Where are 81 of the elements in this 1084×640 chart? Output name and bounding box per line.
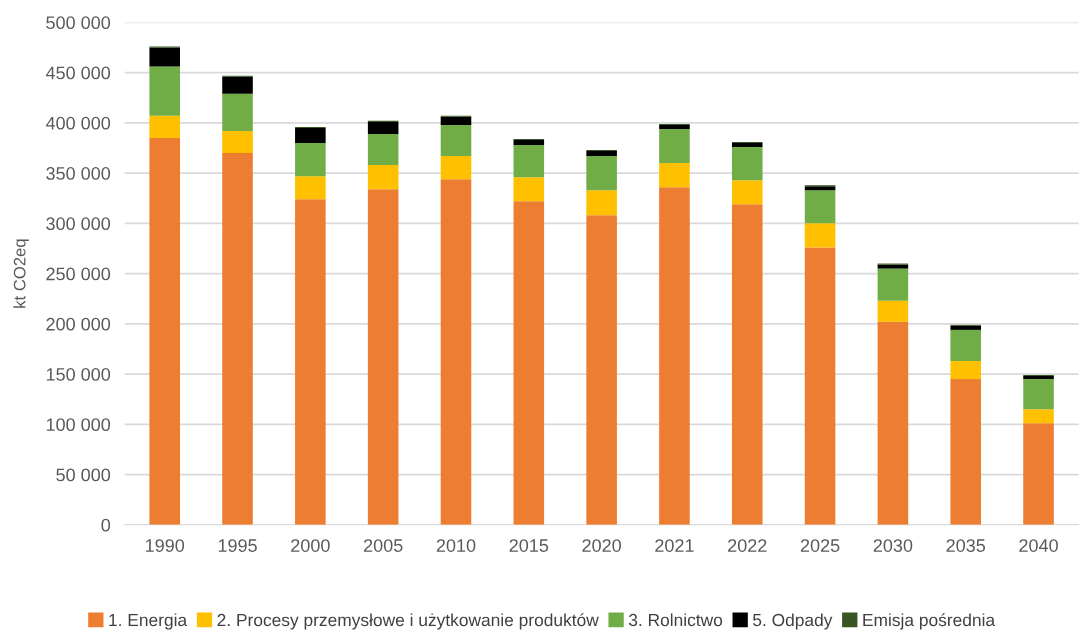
x-tick-label: 2010 bbox=[436, 539, 476, 552]
legend-label: 1. Energia bbox=[109, 613, 188, 630]
bar bbox=[367, 133, 399, 166]
bar bbox=[586, 190, 617, 216]
bar bbox=[731, 180, 763, 205]
y-tick-label: 350 000 bbox=[46, 167, 111, 180]
bar bbox=[731, 204, 763, 525]
bar bbox=[659, 163, 690, 188]
bar bbox=[440, 179, 472, 525]
x-tick-label: 1995 bbox=[218, 539, 257, 552]
bar bbox=[367, 165, 399, 190]
bar bbox=[659, 128, 690, 164]
bar bbox=[804, 190, 836, 224]
bar bbox=[586, 215, 617, 525]
y-tick-label: 100 000 bbox=[46, 418, 111, 432]
bar bbox=[149, 47, 180, 67]
bar bbox=[877, 321, 909, 525]
bar bbox=[513, 144, 545, 178]
y-tick-label: 300 000 bbox=[46, 217, 111, 231]
bar bbox=[950, 379, 981, 525]
bar bbox=[295, 142, 326, 177]
legend-label: 3. Rolnictwo bbox=[628, 613, 723, 627]
x-tick-label: 2035 bbox=[946, 539, 986, 552]
x-tick-label: 2030 bbox=[873, 539, 913, 552]
bar bbox=[804, 247, 836, 525]
bar bbox=[513, 139, 545, 145]
x-tick-label: 2015 bbox=[509, 539, 549, 552]
bar bbox=[804, 186, 836, 191]
x-tick-label: 2020 bbox=[582, 539, 621, 552]
legend-label: Emisja pośrednia bbox=[863, 613, 996, 630]
bar bbox=[513, 201, 545, 525]
bar bbox=[149, 137, 180, 525]
bar bbox=[367, 121, 399, 134]
legend-label: 5. Odpady bbox=[753, 613, 833, 630]
x-tick-label: 2000 bbox=[291, 539, 330, 552]
bar bbox=[367, 189, 399, 525]
bar bbox=[877, 264, 909, 269]
bar bbox=[877, 268, 909, 301]
bar bbox=[1023, 409, 1054, 424]
y-tick-label: 400 000 bbox=[45, 116, 111, 130]
bar bbox=[295, 127, 326, 143]
x-tick-label: 2022 bbox=[728, 539, 767, 552]
y-tick-label: 250 000 bbox=[46, 267, 111, 281]
bar bbox=[222, 153, 253, 525]
bar bbox=[877, 300, 909, 322]
x-tick-label: 2025 bbox=[800, 539, 840, 552]
bar bbox=[731, 147, 763, 181]
y-tick-label: 0 bbox=[101, 518, 111, 532]
bar bbox=[586, 156, 617, 191]
bar bbox=[659, 187, 690, 525]
bar bbox=[513, 177, 545, 202]
bar bbox=[804, 223, 836, 248]
x-tick-label: 1990 bbox=[146, 539, 185, 552]
x-tick-label: 2040 bbox=[1019, 539, 1058, 552]
x-tick-label: 2005 bbox=[363, 539, 403, 552]
bar bbox=[440, 124, 472, 157]
y-tick-label: 50 000 bbox=[56, 468, 111, 482]
y-tick-label: 450 000 bbox=[45, 66, 111, 80]
bar bbox=[440, 116, 472, 125]
bar bbox=[950, 325, 981, 330]
bar bbox=[149, 115, 180, 138]
bar bbox=[659, 124, 690, 129]
y-tick-label: 200 000 bbox=[46, 317, 111, 331]
x-tick-label: 2021 bbox=[655, 539, 694, 552]
bar bbox=[440, 156, 472, 180]
bar bbox=[586, 151, 617, 157]
bar bbox=[222, 130, 253, 154]
y-tick-label: 150 000 bbox=[46, 368, 111, 381]
bar bbox=[222, 76, 253, 94]
bar bbox=[1023, 379, 1054, 410]
bar bbox=[149, 66, 180, 116]
bar bbox=[295, 199, 326, 525]
bar bbox=[731, 142, 763, 147]
bar bbox=[950, 329, 981, 362]
bar bbox=[295, 176, 326, 200]
bar bbox=[1023, 423, 1054, 525]
y-tick-label: 500 000 bbox=[46, 16, 111, 30]
legend-label: 2. Procesy przemysłowe i użytkowanie produktów bbox=[217, 613, 599, 630]
bar bbox=[222, 93, 253, 131]
bar bbox=[950, 361, 981, 380]
y-axis-title: kt CO2eq bbox=[13, 239, 29, 308]
